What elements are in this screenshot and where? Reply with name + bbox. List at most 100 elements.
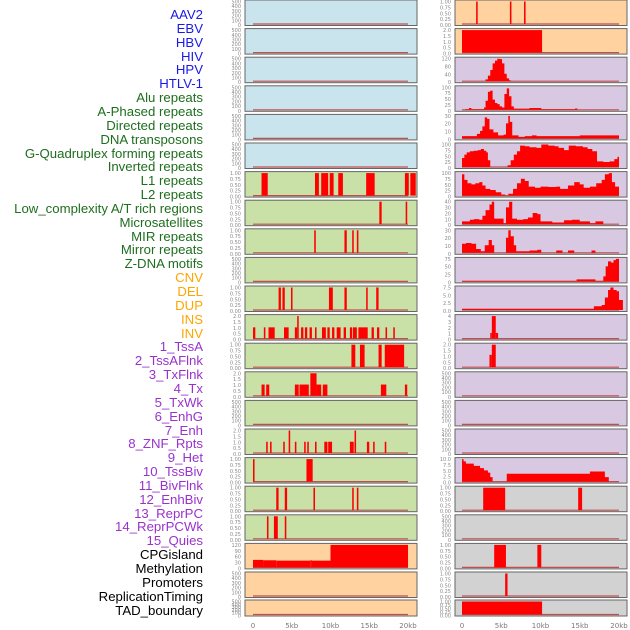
track-label: HTLV-1 <box>159 76 203 92</box>
signal-bar <box>354 430 357 453</box>
x-tick-label: 0 <box>460 622 464 630</box>
y-tick-label: 0.25 <box>230 217 241 223</box>
y-tick-label: 400 <box>231 90 241 96</box>
signal-area <box>462 144 619 167</box>
y-tick-label: 100 <box>231 47 241 53</box>
panel-q2: 10.07.55.02.50.0 <box>440 457 628 487</box>
signal-bar <box>294 441 297 453</box>
track-label: 8_ZNF_Rpts <box>128 436 203 452</box>
y-tick-label: 500 <box>231 28 241 34</box>
signal-bar <box>322 384 328 396</box>
signal-bar <box>290 287 293 310</box>
signal-bar <box>476 1 478 24</box>
y-tick-label: 0.00 <box>230 538 241 544</box>
y-tick-label: 1.5 <box>233 320 241 326</box>
y-tick-label: 100 <box>231 590 241 596</box>
signal-bar <box>282 287 285 310</box>
panel-i: 1.000.750.500.250.00 <box>230 228 418 258</box>
y-tick-label: 0.50 <box>230 354 241 360</box>
signal-bar <box>494 544 506 568</box>
y-tick-label: 0.50 <box>230 297 241 303</box>
panel-background <box>244 56 418 84</box>
panel-j2: 75 50 250 <box>445 256 628 286</box>
signal-bar <box>321 327 326 339</box>
y-tick-label: 0.50 <box>230 526 241 532</box>
track-label: 6_EnhG <box>154 408 203 424</box>
y-tick-label: 0.0 <box>443 309 451 315</box>
y-tick-label: 1.5 <box>233 434 241 440</box>
y-tick-label: 100 <box>441 419 451 425</box>
y-tick-label: 500 <box>231 57 241 63</box>
y-tick-label: 300 <box>231 9 241 15</box>
y-tick-label: 2.0 <box>233 314 241 320</box>
signal-bar <box>343 327 346 339</box>
y-tick-label: 100 <box>441 390 451 396</box>
y-tick-label: 0.25 <box>230 303 241 309</box>
track-label: A-Phased repeats <box>97 103 203 119</box>
y-tick-label: 0 <box>238 166 241 172</box>
track-label: 11_BivFlnk <box>138 477 203 493</box>
y-tick-label: 2.0 <box>443 28 451 34</box>
signal-bar <box>268 327 275 339</box>
panel-background <box>454 314 628 341</box>
panel-background <box>454 514 628 541</box>
y-tick-label: 300 <box>231 266 241 272</box>
signal-bar <box>578 487 583 511</box>
panel-background <box>454 571 628 598</box>
signal-bar <box>314 230 316 253</box>
y-tick-label: 25 <box>445 160 451 166</box>
x-tick-label: 5kb <box>285 622 299 630</box>
signal-bar <box>462 601 543 615</box>
panel-background <box>244 113 418 141</box>
y-tick-label: 0 <box>238 137 241 143</box>
y-tick-label: 10 <box>445 244 451 250</box>
panel-background <box>454 371 628 398</box>
signal-bar <box>373 441 375 453</box>
signal-bar <box>299 384 309 396</box>
signal-bar <box>294 327 298 339</box>
panel-background <box>244 0 418 26</box>
y-tick-label: 0.50 <box>230 240 241 246</box>
panel-m2: 2.01.51.00.50.0 <box>443 342 628 372</box>
track-label: HPV <box>175 62 203 78</box>
signal-bar <box>338 173 343 196</box>
signal-bar <box>509 1 512 24</box>
y-tick-label: 300 <box>231 38 241 44</box>
y-tick-label: 0.50 <box>440 607 451 613</box>
y-tick-label: 1.0 <box>443 40 451 46</box>
signal-bar <box>294 384 299 396</box>
y-tick-label: 0 <box>238 614 241 620</box>
x-tick-label: 15kb <box>571 622 589 630</box>
y-tick-label: 0.0 <box>233 452 241 458</box>
y-tick-label: 0 <box>238 566 241 572</box>
signal-area <box>462 230 596 253</box>
signal-bar <box>315 173 319 196</box>
y-tick-label: 0.00 <box>230 195 241 201</box>
signal-bar <box>537 544 542 568</box>
track-label: HIV <box>181 48 203 64</box>
y-tick-label: 1.00 <box>230 228 241 234</box>
y-tick-label: 1.00 <box>230 486 241 492</box>
panel-background <box>454 428 628 455</box>
signal-bar <box>393 327 395 339</box>
y-tick-label: 2.0 <box>233 429 241 435</box>
signal-bar <box>349 441 354 453</box>
panel-k: 1.000.750.500.250.00 <box>230 285 418 315</box>
y-tick-label: 100 <box>231 161 241 167</box>
y-tick-label: 50 <box>445 97 451 103</box>
y-tick-label: 400 <box>441 519 451 525</box>
signal-bar <box>324 441 328 453</box>
signal-bar <box>306 459 313 482</box>
signal-bar <box>405 201 408 225</box>
track-label: AAV2 <box>170 7 203 22</box>
y-tick-label: 0 <box>448 423 451 429</box>
y-tick-label: 50 <box>445 183 451 189</box>
signal-bar <box>288 430 291 453</box>
signal-bar <box>276 487 279 511</box>
